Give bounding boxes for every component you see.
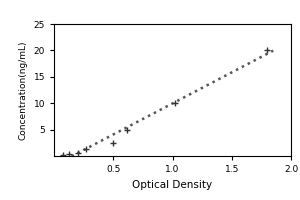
Y-axis label: Concentration(ng/mL): Concentration(ng/mL) — [19, 40, 28, 140]
Point — [265, 49, 270, 52]
Point — [67, 153, 72, 156]
X-axis label: Optical Density: Optical Density — [132, 180, 213, 190]
Point — [125, 128, 130, 131]
Point — [111, 141, 116, 144]
Point — [61, 154, 65, 157]
Point — [172, 102, 177, 105]
Point — [75, 151, 80, 154]
Point — [84, 148, 88, 151]
